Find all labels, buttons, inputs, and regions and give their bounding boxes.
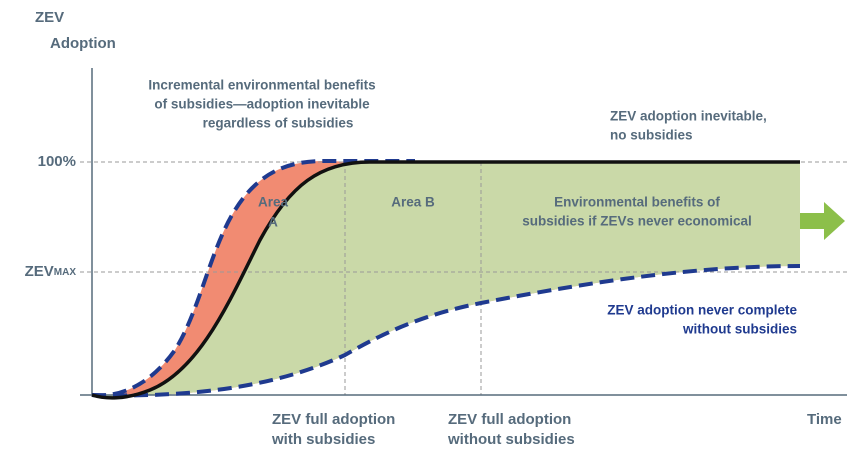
y-axis-label: ZEV <box>35 9 64 26</box>
lower-dashed-curve <box>91 264 801 398</box>
annotation: Incremental environmental benefits <box>148 78 375 93</box>
x-marker-label: ZEV full adoption <box>272 411 395 428</box>
annotation: subsidies if ZEVs never economical <box>522 214 752 229</box>
x-marker-label: without subsidies <box>447 431 575 448</box>
upper-dashed-curve <box>91 159 415 398</box>
annotation: no subsidies <box>610 128 693 143</box>
annotation: without subsidies <box>682 322 797 337</box>
tick-label: ZEV <box>25 263 54 280</box>
tick-label: 100% <box>38 153 76 170</box>
area-b-fill <box>92 162 800 398</box>
arrow <box>800 202 845 240</box>
area-label: Area <box>258 195 289 210</box>
x-axis-label: Time <box>807 411 842 428</box>
annotation: of subsidies—adoption inevitable <box>154 97 370 112</box>
tick-subscript: MAX <box>54 267 77 278</box>
annotation: ZEV adoption never complete <box>607 303 797 318</box>
annotation: regardless of subsidies <box>203 116 354 131</box>
tick-label: ZEVMAX <box>25 263 77 280</box>
annotation: Environmental benefits of <box>554 195 720 210</box>
solid-curve <box>91 160 800 400</box>
area-label: Area B <box>391 195 435 210</box>
area-label: A <box>268 215 278 230</box>
x-marker-label: ZEV full adoption <box>448 411 571 428</box>
annotation: ZEV adoption inevitable, <box>610 109 767 124</box>
y-axis-label: Adoption <box>50 35 116 52</box>
x-marker-label: with subsidies <box>271 431 375 448</box>
